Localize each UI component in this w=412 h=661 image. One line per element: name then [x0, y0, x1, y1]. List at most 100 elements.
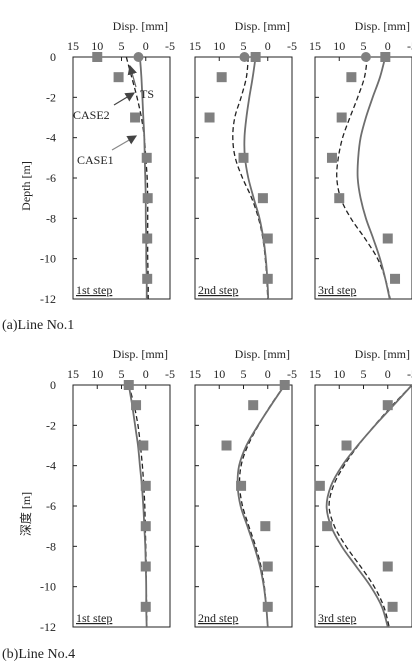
ts-marker	[248, 400, 259, 411]
chart-group-2: 15 10 5 0 -5 Disp. [mm] 0 -2 -4 -6 -8 -10 -12 深度 [m] 1…	[18, 347, 412, 634]
series-layer	[336, 57, 391, 299]
case2-annotation: CASE2	[73, 108, 110, 122]
step-label: 2nd step	[198, 611, 238, 625]
x-tick-label: 0	[143, 39, 149, 53]
ts-marker	[262, 273, 273, 284]
step-label: 1st step	[76, 283, 112, 297]
ts-annotation: TS	[140, 87, 154, 101]
ts-marker	[262, 233, 273, 244]
x-tick-label: -5	[165, 367, 175, 381]
caption-line-no-4: (b)Line No.4	[2, 647, 75, 661]
series-layer	[236, 385, 286, 627]
case2-line	[328, 385, 412, 627]
ts-circle-marker	[239, 52, 250, 62]
panel-frame	[72, 56, 171, 300]
y-axis-label: Depth [m]	[19, 161, 33, 211]
x-axis-label: Disp. [mm]	[235, 347, 290, 361]
case1-line	[356, 57, 391, 299]
x-tick-label: 5	[119, 39, 125, 53]
x-tick-label: 5	[241, 39, 247, 53]
ts-marker	[262, 561, 273, 572]
panel-frame	[314, 56, 412, 300]
ts-marker	[260, 521, 271, 532]
panel-frame	[194, 384, 293, 628]
ts-marker	[113, 72, 124, 83]
panel-frame	[194, 56, 293, 300]
ts-marker	[382, 233, 393, 244]
x-axis-label: Disp. [mm]	[355, 347, 410, 361]
ts-marker	[131, 400, 142, 411]
chart-group-1: 15 10 5 0 -5 Disp. [mm] 0 -2 -4 -6 -8 -10 -12 Depth […	[19, 19, 412, 306]
y-tick-label: -6	[46, 171, 56, 185]
x-axis-label: Disp. [mm]	[113, 347, 168, 361]
ts-marker	[382, 400, 393, 411]
x-axis-label: Disp. [mm]	[235, 19, 290, 33]
case1-line	[325, 385, 412, 627]
x-tick-label: 10	[333, 39, 345, 53]
case2-arrow	[113, 92, 136, 106]
x-tick-label: 15	[189, 39, 201, 53]
x-tick-label: 5	[361, 367, 367, 381]
ts-marker	[130, 112, 141, 123]
ts-marker	[390, 273, 401, 284]
case2-line	[238, 385, 286, 627]
ts-marker	[238, 152, 249, 163]
x-tick-label: 0	[143, 367, 149, 381]
series-layer	[127, 385, 148, 627]
ts-marker	[257, 193, 268, 204]
y-tick-label: -2	[46, 90, 56, 104]
y-tick-label: -10	[40, 580, 56, 594]
x-tick-label: 10	[213, 367, 225, 381]
ts-marker	[250, 52, 261, 62]
x-tick-label: -5	[287, 367, 297, 381]
y-tick-label: -12	[40, 292, 56, 306]
panel-2-3: 15 10 5 0 -5 Disp. [mm] 3rd step	[309, 347, 412, 628]
ts-marker	[341, 440, 352, 451]
x-tick-label: 0	[265, 39, 271, 53]
ts-arrow	[127, 64, 137, 88]
ts-marker	[140, 601, 151, 612]
panel-2-2: 15 10 5 0 -5 Disp. [mm] 2nd step	[189, 347, 297, 628]
y-tick-label: -8	[46, 539, 56, 553]
x-tick-label: 5	[361, 39, 367, 53]
case1-line	[127, 385, 148, 627]
ts-circle-marker	[360, 52, 371, 62]
ts-marker	[279, 380, 290, 390]
y-tick-label: -8	[46, 211, 56, 225]
y-axis-label: 深度 [m]	[18, 492, 33, 536]
series-layer	[325, 385, 412, 627]
x-tick-label: 10	[333, 367, 345, 381]
ts-marker	[322, 521, 333, 532]
step-label: 2nd step	[198, 283, 238, 297]
ts-marker	[142, 273, 153, 284]
panel-1-1: 15 10 5 0 -5 Disp. [mm] 0 -2 -4 -6 -8 -10 -12 Depth […	[19, 19, 175, 306]
x-tick-label: 15	[67, 367, 79, 381]
x-tick-label: 5	[241, 367, 247, 381]
case1-line	[139, 57, 148, 299]
y-tick-label: -12	[40, 620, 56, 634]
series-layer	[232, 57, 270, 299]
caption-line-no-1: (a)Line No.1	[2, 318, 74, 333]
panel-2-1: 15 10 5 0 -5 Disp. [mm] 0 -2 -4 -6 -8 -10 -12 深度 [m] 1…	[18, 347, 175, 634]
y-tick-label: -10	[40, 252, 56, 266]
panel-1-3: 15 10 5 0 -5 Disp. [mm] 3rd step	[309, 19, 412, 300]
ts-marker	[326, 152, 337, 163]
x-axis-label: Disp. [mm]	[355, 19, 410, 33]
ts-marker	[123, 380, 134, 390]
ts-marker	[138, 440, 149, 451]
ts-marker	[140, 561, 151, 572]
ts-marker	[142, 233, 153, 244]
annotations: TS CASE2 CASE1	[73, 64, 154, 167]
x-tick-label: 10	[213, 39, 225, 53]
step-label: 1st step	[76, 611, 112, 625]
step-label: 3rd step	[318, 611, 356, 625]
case2-line	[336, 57, 391, 299]
ts-marker	[216, 72, 227, 83]
y-tick-label: -4	[46, 459, 56, 473]
y-tick-label: -4	[46, 131, 56, 145]
x-tick-label: 10	[91, 39, 103, 53]
case1-arrow	[111, 135, 138, 151]
x-tick-label: -5	[165, 39, 175, 53]
panel-1-2: 15 10 5 0 -5 Disp. [mm] 2nd step	[189, 19, 297, 300]
